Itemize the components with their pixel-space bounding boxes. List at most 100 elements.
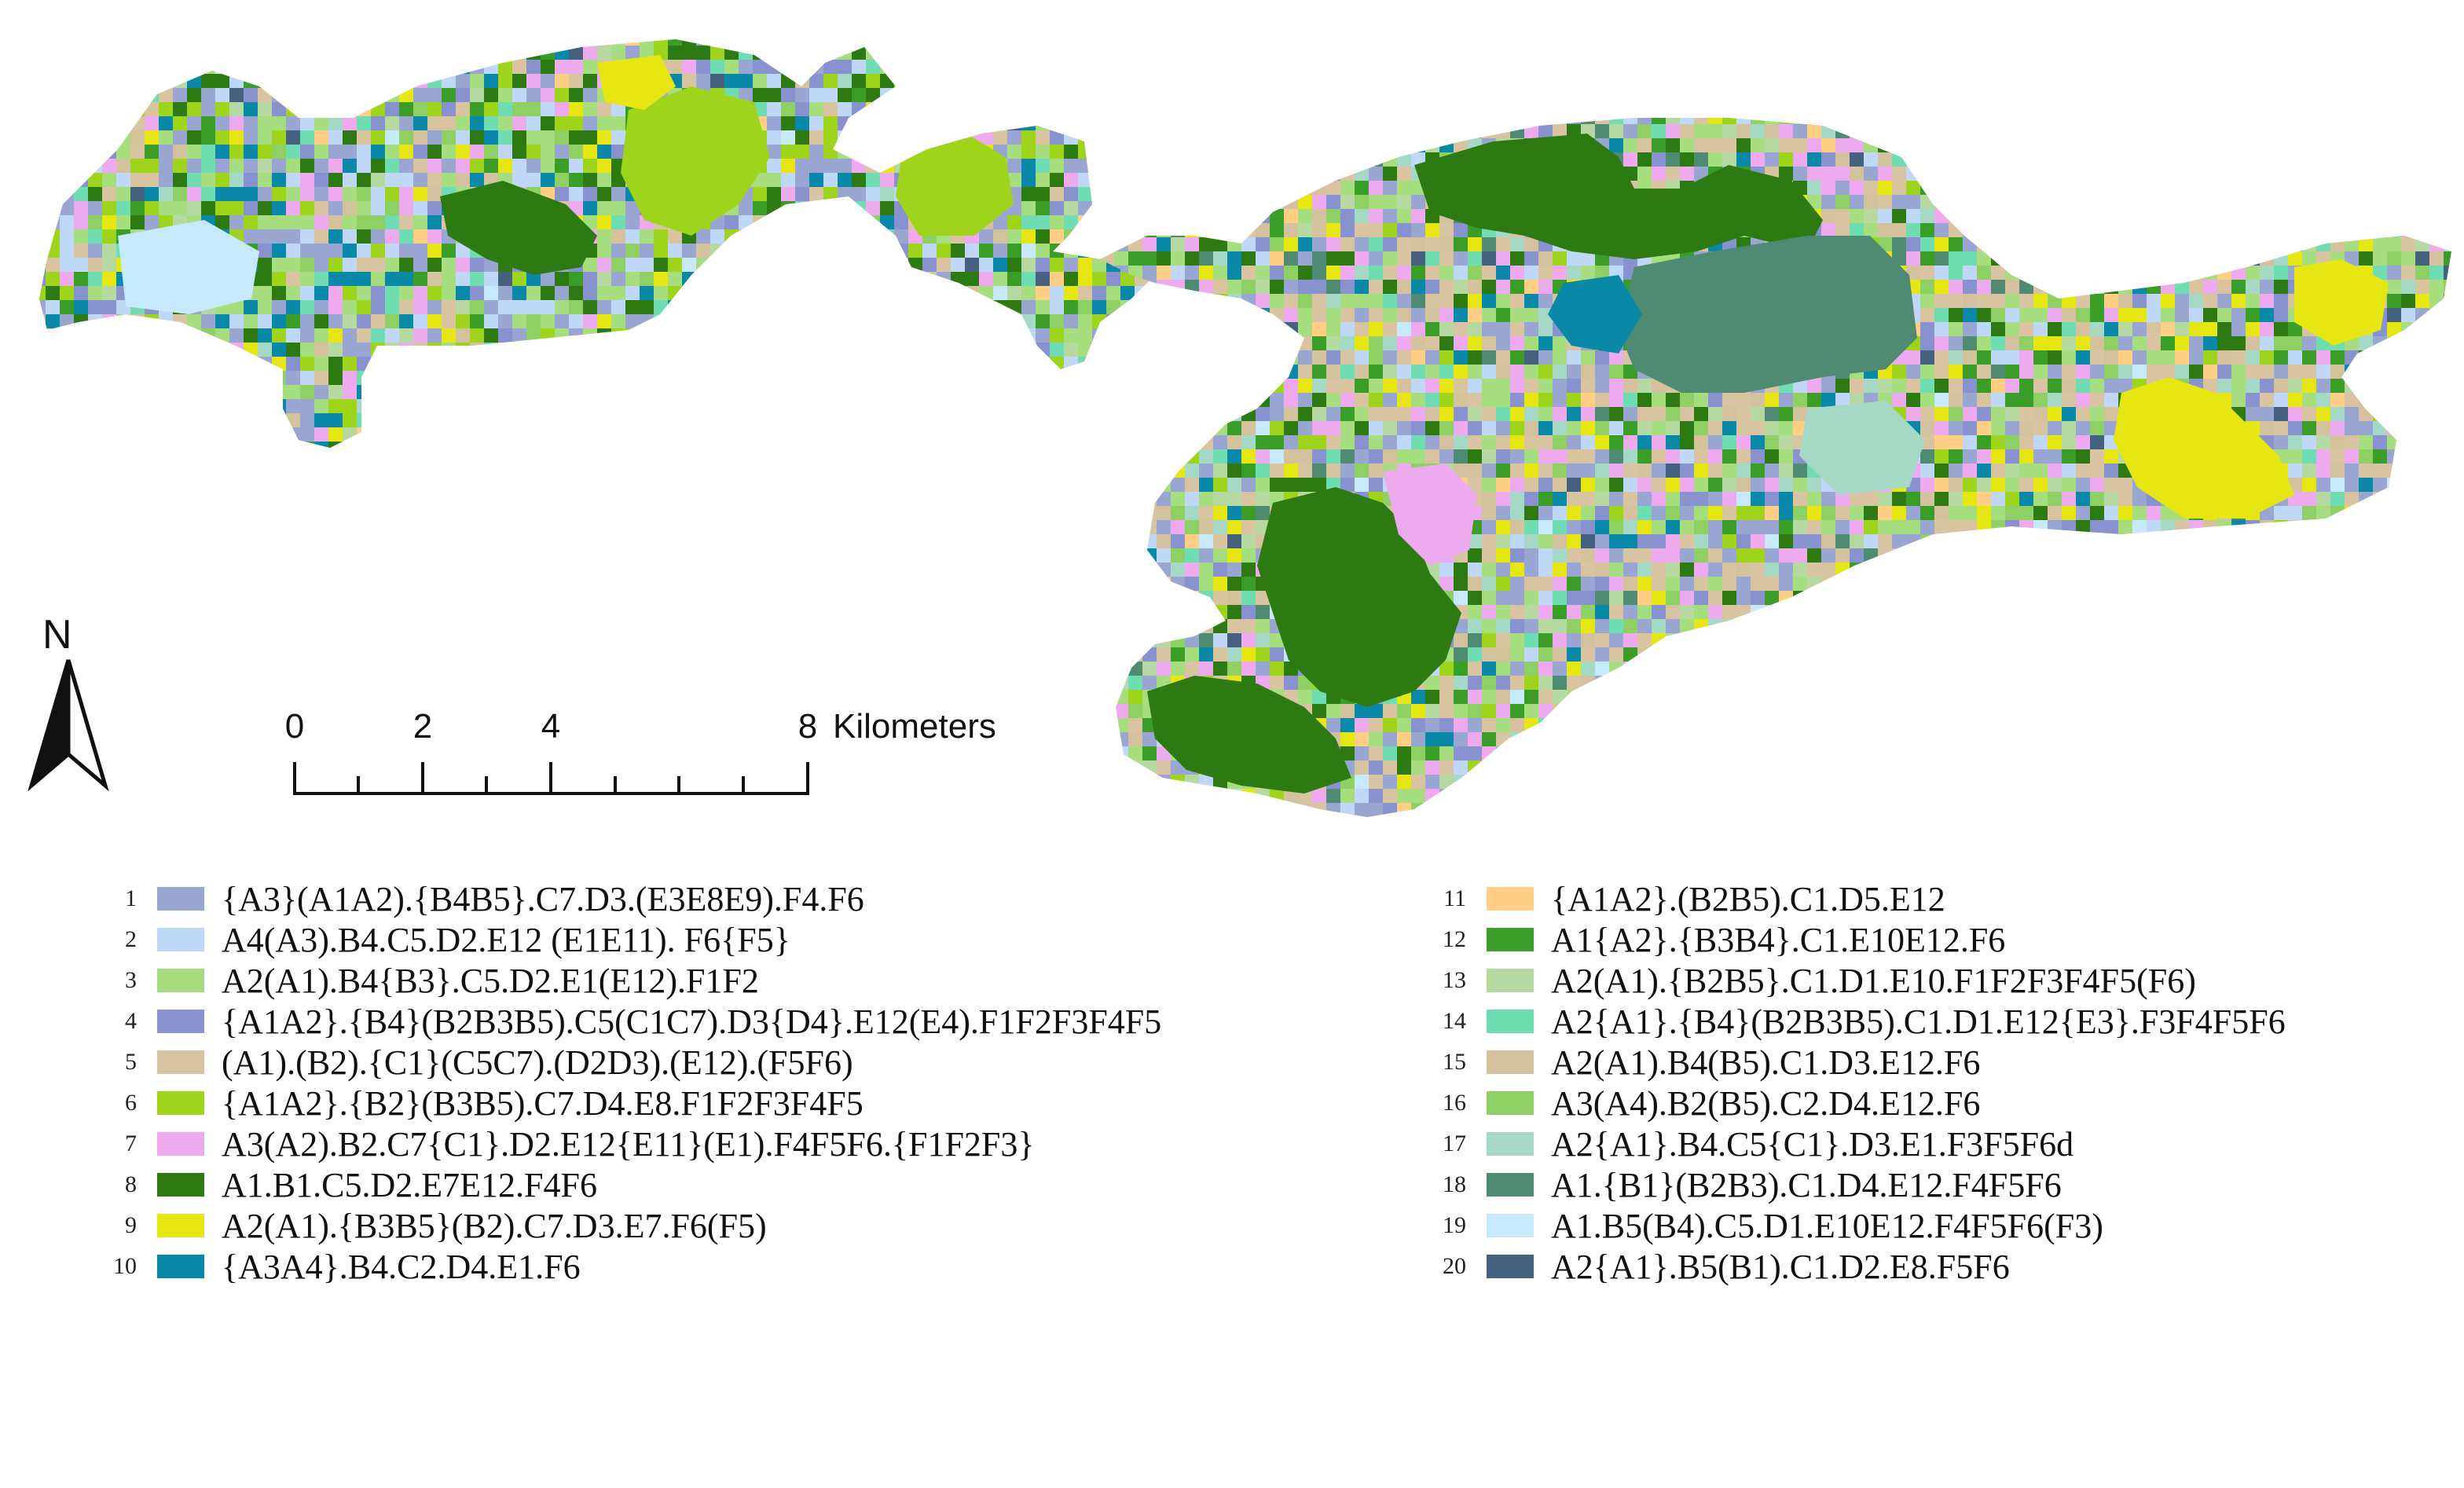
map-cell	[74, 385, 89, 400]
map-cell	[1135, 102, 1150, 117]
map-cell	[2458, 421, 2464, 436]
map-cell	[696, 244, 711, 258]
map-cell	[1383, 449, 1398, 464]
map-cell	[2019, 167, 2034, 181]
map-cell	[130, 413, 145, 428]
map-cell	[2274, 167, 2289, 181]
map-cell	[1524, 251, 1539, 266]
map-cell	[1991, 308, 2006, 323]
map-cell	[1439, 124, 1454, 139]
map-cell	[2217, 167, 2232, 181]
map-cell	[2373, 421, 2388, 436]
map-cell	[2260, 251, 2275, 266]
map-cell	[724, 385, 739, 400]
map-cell	[1092, 258, 1107, 273]
map-cell	[2104, 152, 2119, 167]
map-cell	[357, 413, 372, 428]
map-cell	[1906, 237, 1921, 252]
map-cell	[569, 371, 584, 386]
map-cell	[668, 258, 683, 273]
map-cell	[611, 173, 626, 188]
map-cell	[1199, 464, 1214, 478]
map-cell	[1114, 195, 1129, 210]
map-cell	[1934, 167, 1949, 181]
map-cell	[1326, 379, 1341, 394]
map-cell	[2387, 350, 2402, 365]
map-cell	[555, 343, 570, 357]
map-cell	[866, 102, 881, 117]
map-cell	[526, 286, 541, 301]
map-cell	[385, 46, 400, 60]
map-cell	[39, 244, 46, 258]
map-cell	[1171, 152, 1186, 167]
map-cell	[2387, 266, 2402, 280]
map-cell	[1149, 74, 1163, 89]
map-cell	[1149, 201, 1163, 216]
map-cell	[1256, 393, 1270, 408]
map-cell	[852, 187, 867, 202]
map-cell	[880, 272, 895, 287]
map-cell	[2161, 209, 2176, 224]
map-cell	[1581, 350, 1596, 365]
map-cell	[1934, 407, 1949, 422]
map-cell	[2203, 118, 2218, 125]
map-cell	[46, 215, 60, 230]
map-cell	[2359, 251, 2374, 266]
map-cell	[442, 357, 456, 372]
map-cell	[498, 286, 513, 301]
map-cell	[1793, 379, 1808, 394]
map-cell	[130, 314, 145, 329]
map-cell	[2288, 124, 2303, 139]
map-cell	[343, 145, 358, 159]
map-cell	[1680, 124, 1695, 139]
map-cell	[2246, 209, 2260, 224]
map-cell	[781, 74, 796, 89]
map-cell	[2359, 449, 2374, 464]
map-cell	[272, 328, 287, 343]
map-cell	[2019, 379, 2034, 394]
map-cell	[2429, 322, 2444, 337]
map-cell	[668, 314, 683, 329]
map-cell	[2033, 237, 2048, 252]
map-cell	[1355, 393, 1370, 408]
map-cell	[258, 272, 273, 287]
map-cell	[739, 74, 754, 89]
map-cell	[809, 328, 824, 343]
map-cell	[1949, 266, 1964, 280]
map-cell	[2260, 181, 2275, 196]
map-cell	[371, 300, 386, 315]
map-cell	[272, 357, 287, 372]
map-cell	[1298, 124, 1313, 139]
map-cell	[1934, 464, 1949, 478]
map-cell	[258, 60, 273, 75]
map-cell	[229, 130, 244, 145]
map-cell	[2019, 393, 2034, 408]
map-cell	[922, 244, 937, 258]
map-cell	[2387, 421, 2402, 436]
map-cell	[724, 215, 739, 230]
map-cell	[767, 173, 782, 188]
map-cell	[611, 187, 626, 202]
map-cell	[1171, 167, 1186, 181]
map-cell	[371, 272, 386, 287]
map-cell	[823, 130, 838, 145]
map-cell	[1120, 116, 1135, 131]
map-cell	[102, 39, 117, 46]
map-cell	[541, 413, 556, 428]
map-cell	[2345, 365, 2360, 379]
map-cell	[2429, 350, 2444, 365]
map-cell	[2019, 308, 2034, 323]
map-cell	[272, 244, 287, 258]
map-cell	[1482, 407, 1497, 422]
map-cell	[328, 201, 343, 216]
map-cell	[328, 244, 343, 258]
map-cell	[1021, 399, 1036, 414]
map-cell	[1157, 478, 1172, 493]
map-cell	[1227, 280, 1242, 295]
map-cell	[2387, 393, 2402, 408]
map-cell	[852, 102, 867, 117]
map-cell	[2048, 237, 2062, 252]
map-cell	[965, 300, 980, 315]
map-cell	[2246, 251, 2260, 266]
map-cell	[1454, 294, 1468, 309]
